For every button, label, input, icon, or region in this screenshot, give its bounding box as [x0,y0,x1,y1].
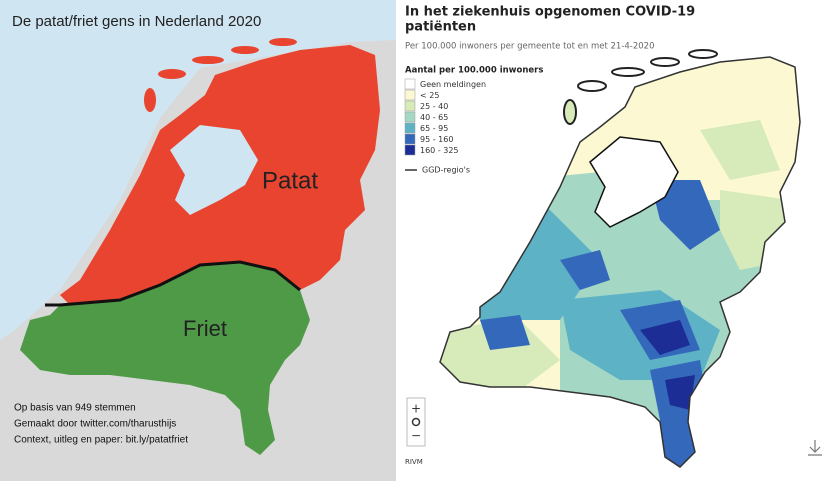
zoom-out[interactable]: − [411,429,421,443]
zoom-in[interactable]: + [411,402,421,416]
legend-swatch [404,89,416,101]
region-label: Friet [183,316,227,341]
legend-swatch [404,144,416,156]
ijsselmeer [170,125,258,215]
title: In het ziekenhuis opgenomen COVID-19 [405,5,695,20]
reset-view[interactable] [411,417,421,427]
legend-label: 40 - 65 [420,113,448,122]
download-icon [808,440,822,456]
legend-label: 25 - 40 [420,102,448,111]
border-line [45,260,301,307]
wadden-islands [563,49,718,125]
credit: Gemaakt door twitter.com/tharusthijs [14,419,176,430]
island [231,46,259,54]
legend: Geen meldingen < 25 25 - 40 40 - 65 65 - 95 9… [404,78,486,175]
municipalities [440,57,800,467]
legend-swatch [404,133,416,145]
municipality-area [560,250,610,290]
island [611,67,645,77]
island [577,80,607,92]
legend-swatch [404,122,416,134]
legend-swatch [404,111,416,123]
island [269,38,297,46]
municipality-area [700,120,780,180]
credit: Op basis van 949 stemmen [14,403,136,414]
title: De patat/friet gens in Nederland 2020 [12,13,261,30]
legend-label: 95 - 160 [420,135,453,144]
island [158,69,186,79]
friet-region [20,262,310,455]
subtitle: Per 100.000 inwoners per gemeente tot en… [405,42,655,52]
island [192,56,224,64]
title: patiënten [405,20,476,35]
region-label: Patat [262,167,318,194]
legend-label: < 25 [420,91,439,100]
zoom-panel [406,397,426,447]
legend-label: GGD-regio's [422,166,470,175]
municipality-area [650,180,720,250]
wadden-islands [144,38,297,112]
left-map: De patat/friet gens in Nederland 2020 Pa… [0,0,396,481]
ijsselmeer [589,136,679,228]
municipality-area [480,315,530,350]
legend-label: 65 - 95 [420,124,448,133]
island [563,99,577,125]
island [650,57,680,67]
download-button[interactable] [808,440,822,456]
municipality-area [640,320,690,355]
credit: Context, uitleg en paper: bit.ly/patatfr… [14,435,188,446]
municipality-area [665,375,695,410]
island [688,49,718,59]
legend-label: Geen meldingen [420,80,486,89]
legend-title: Aantal per 100.000 inwoners [405,66,543,76]
legend-label: 160 - 325 [420,146,459,155]
legend-swatch [404,100,416,112]
source: RIVM [405,458,423,466]
sea [0,0,396,340]
legend-swatch [404,78,416,90]
island [144,88,156,112]
right-map: In het ziekenhuis opgenomen COVID-19 pat… [398,0,828,481]
